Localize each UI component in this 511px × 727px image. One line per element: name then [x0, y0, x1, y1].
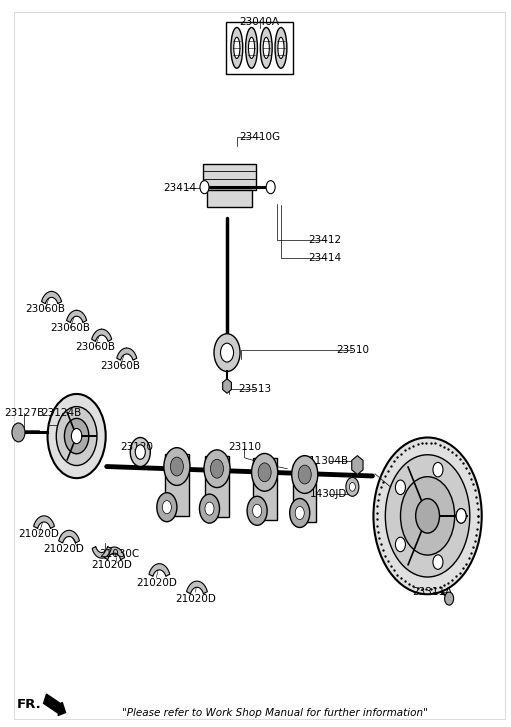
Circle shape	[162, 501, 171, 514]
Text: 23410G: 23410G	[239, 132, 280, 142]
Circle shape	[415, 499, 439, 533]
Circle shape	[130, 438, 150, 467]
Bar	[207, 190, 252, 206]
Bar	[205, 456, 229, 518]
Circle shape	[252, 505, 262, 518]
Text: FR.: FR.	[17, 698, 41, 711]
Ellipse shape	[275, 28, 287, 68]
Text: 21020D: 21020D	[91, 561, 132, 570]
Ellipse shape	[278, 37, 284, 58]
Circle shape	[247, 497, 267, 526]
Text: 23040A: 23040A	[240, 17, 280, 28]
Polygon shape	[104, 547, 125, 560]
Text: 21020D: 21020D	[18, 529, 59, 539]
Circle shape	[164, 448, 190, 486]
Text: 1430JD: 1430JD	[310, 489, 347, 499]
Circle shape	[298, 465, 311, 484]
Ellipse shape	[246, 28, 258, 68]
Circle shape	[295, 507, 304, 520]
Circle shape	[456, 509, 466, 523]
Text: 23120: 23120	[120, 442, 153, 452]
Ellipse shape	[263, 37, 269, 58]
Text: 23412: 23412	[308, 235, 341, 245]
Polygon shape	[66, 310, 87, 323]
Text: 11304B: 11304B	[309, 457, 349, 467]
Bar	[252, 458, 276, 520]
Polygon shape	[187, 581, 207, 594]
Bar	[165, 454, 189, 516]
Circle shape	[266, 180, 275, 193]
Text: 23124B: 23124B	[41, 408, 82, 418]
Circle shape	[214, 334, 240, 371]
Circle shape	[346, 478, 359, 497]
Circle shape	[72, 428, 82, 443]
Ellipse shape	[248, 37, 254, 58]
Circle shape	[199, 494, 220, 523]
Circle shape	[396, 480, 405, 494]
Circle shape	[48, 394, 106, 478]
Text: 23510: 23510	[336, 345, 369, 356]
Ellipse shape	[234, 37, 240, 58]
Text: 23060B: 23060B	[75, 342, 115, 352]
Circle shape	[292, 456, 318, 494]
Circle shape	[385, 455, 470, 577]
Bar	[226, 22, 293, 74]
Text: 23110: 23110	[228, 442, 261, 452]
Circle shape	[211, 459, 223, 478]
Polygon shape	[91, 329, 112, 342]
Polygon shape	[149, 563, 170, 577]
Circle shape	[200, 180, 209, 193]
Bar	[203, 164, 256, 190]
Text: 23513: 23513	[238, 384, 271, 394]
Circle shape	[396, 537, 405, 552]
Circle shape	[290, 499, 310, 528]
Circle shape	[433, 462, 443, 477]
Text: 21020D: 21020D	[136, 578, 177, 587]
Circle shape	[135, 445, 145, 459]
Circle shape	[204, 450, 230, 488]
Circle shape	[170, 457, 183, 476]
Text: 23060B: 23060B	[50, 323, 90, 333]
Text: 23127B: 23127B	[4, 408, 44, 418]
Text: 21020D: 21020D	[43, 544, 84, 553]
Ellipse shape	[231, 28, 243, 68]
Text: 21030C: 21030C	[99, 549, 140, 558]
Circle shape	[56, 406, 97, 465]
Circle shape	[456, 509, 466, 523]
Text: 23290: 23290	[416, 497, 449, 507]
Text: 23311A: 23311A	[412, 587, 453, 597]
Polygon shape	[34, 516, 55, 529]
Text: 23414: 23414	[308, 253, 341, 263]
Polygon shape	[92, 547, 111, 558]
Text: 23060B: 23060B	[25, 304, 65, 314]
Circle shape	[401, 477, 455, 555]
Text: 23060B: 23060B	[100, 361, 140, 371]
FancyArrow shape	[43, 694, 65, 715]
Circle shape	[433, 555, 443, 569]
Polygon shape	[41, 292, 62, 304]
Bar	[293, 464, 316, 522]
Text: "Please refer to Work Shop Manual for further information": "Please refer to Work Shop Manual for fu…	[122, 708, 428, 718]
Text: 23414: 23414	[163, 183, 196, 193]
Circle shape	[64, 418, 89, 454]
Polygon shape	[59, 530, 80, 543]
Polygon shape	[117, 348, 137, 361]
Circle shape	[445, 592, 454, 605]
Circle shape	[251, 454, 277, 491]
Ellipse shape	[260, 28, 272, 68]
Circle shape	[374, 438, 482, 594]
Circle shape	[258, 463, 271, 482]
Circle shape	[157, 493, 177, 522]
Circle shape	[221, 343, 234, 362]
Circle shape	[350, 483, 355, 491]
Circle shape	[205, 502, 214, 515]
Text: 21020D: 21020D	[175, 595, 216, 604]
Circle shape	[12, 423, 25, 442]
